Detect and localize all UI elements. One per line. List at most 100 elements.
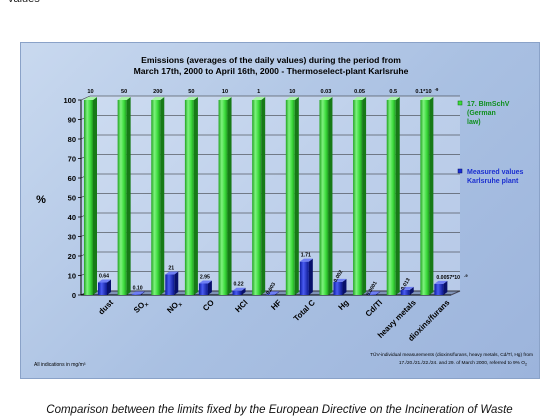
limit-bar: [252, 100, 262, 295]
legend-label-limit: 17. BImSchV: [467, 101, 510, 108]
measured-bar-top: [98, 279, 111, 283]
measured-value-label: 0.013: [400, 277, 412, 291]
limit-value-label: 1: [257, 89, 260, 95]
category-label: dust: [97, 298, 116, 317]
limit-bar-top: [117, 97, 131, 100]
limit-bar: [151, 100, 161, 295]
measured-value-label: 1.71: [301, 253, 311, 259]
category-label-text: HCl: [233, 298, 249, 314]
measured-bar-side: [443, 280, 448, 295]
emissions-chart: Emissions (averages of the daily values)…: [34, 55, 533, 368]
measured-bar-top: [400, 286, 414, 290]
figure-caption: Comparison between the limits fixed by t…: [46, 404, 513, 416]
limit-bar-top: [84, 97, 97, 100]
limit-bar-side: [193, 97, 198, 295]
category-label-subscript: x: [144, 301, 151, 308]
category-label-text: Total C: [292, 298, 317, 323]
footnote-right-line-2-text: 17./20./21./22./24. and 29. of March 200…: [399, 360, 525, 366]
limit-bar-side: [126, 97, 131, 295]
measured-bar-top: [333, 278, 347, 282]
limit-bar: [319, 100, 329, 295]
measured-bar-top: [367, 291, 381, 295]
measured-bar: [165, 274, 175, 295]
footnote-right-subscript: 2: [525, 363, 527, 367]
limit-bar: [285, 100, 295, 295]
y-tick-label: 10: [68, 272, 76, 281]
measured-bar-side: [409, 286, 414, 295]
limit-bar: [218, 100, 228, 295]
measured-bar-side: [207, 280, 212, 295]
legend-label-measured: Karlsruhe plant: [467, 178, 519, 185]
measured-value-label: 0.22: [233, 282, 243, 288]
category-label-text: Hg: [337, 298, 351, 312]
legend-label-measured: Measured values: [467, 169, 524, 176]
limit-bar-top: [252, 97, 266, 100]
limit-bar-top: [353, 97, 367, 100]
category-label: CO: [201, 298, 216, 313]
measured-value-label: 0.0057*10 -9: [436, 273, 468, 281]
limit-bar-top: [319, 97, 333, 100]
limit-value-label: 10: [289, 89, 295, 95]
legend-swatch-limit: [457, 100, 463, 106]
legend-swatch-measured: [457, 168, 463, 174]
measured-bar-side: [376, 291, 381, 295]
category-label-subscript: x: [177, 301, 184, 308]
measured-value-label: 2.95: [200, 274, 210, 280]
legend-label-limit: law): [467, 119, 481, 126]
chart-slide: Emissions (averages of the daily values)…: [20, 42, 540, 379]
limit-bar: [117, 100, 127, 295]
limit-value-label: 10: [222, 89, 228, 95]
limit-bar-side: [328, 97, 333, 295]
y-tick-label: 60: [68, 174, 76, 183]
measured-bar: [98, 282, 107, 295]
limit-bar-side: [395, 97, 400, 295]
limit-value-label-exponent: -9: [435, 87, 439, 92]
limit-bar-side: [93, 97, 97, 295]
measured-bar: [367, 294, 377, 295]
measured-bar: [131, 294, 141, 295]
limit-bar: [184, 100, 194, 295]
measured-bar-side: [342, 278, 347, 295]
limit-value-label: 10: [87, 89, 93, 95]
limit-bar-side: [227, 97, 232, 295]
footnote-right-line-2: 17./20./21./22./24. and 29. of March 200…: [399, 360, 527, 367]
measured-bar-side: [107, 279, 111, 295]
limit-bar-top: [420, 97, 434, 100]
measured-value-label: 0.64: [99, 274, 109, 280]
y-tick-label: 0: [72, 291, 76, 300]
category-label-text: HF: [269, 298, 283, 312]
limit-value-label: 0.5: [389, 89, 397, 95]
y-tick-label: 20: [68, 252, 76, 261]
chart-title-line-2: March 17th, 2000 to April 16th, 2000 - T…: [134, 66, 409, 76]
limit-bar: [386, 100, 396, 295]
category-label: HF: [269, 298, 283, 312]
measured-bar-top: [131, 291, 145, 295]
y-tick-label: 80: [68, 135, 76, 144]
limit-bar-side: [160, 97, 165, 295]
limit-value-label: 0.1*10 -9: [415, 87, 439, 95]
measured-bar: [232, 290, 242, 295]
y-axis-label: %: [36, 194, 46, 206]
measured-bar-top: [232, 287, 246, 291]
category-label: Hg: [337, 298, 351, 312]
measured-bar-side: [241, 287, 246, 295]
limit-value-label: 200: [153, 89, 162, 95]
limit-bar: [353, 100, 363, 295]
limit-bar-side: [261, 97, 266, 295]
measured-bar: [434, 283, 444, 295]
measured-bar-top: [165, 271, 179, 275]
limit-bar-side: [362, 97, 367, 295]
footnote-right-line-1: TÜV-individual measurements (dioxins/fur…: [370, 351, 533, 358]
limit-value-label: 0.05: [354, 89, 365, 95]
measured-bar-side: [275, 291, 280, 295]
measured-value-label: 0.002: [333, 269, 345, 283]
measured-bar: [333, 281, 343, 295]
gridline-side: [80, 95, 91, 101]
limit-value-label: 50: [188, 89, 194, 95]
measured-bar: [400, 289, 410, 295]
measured-value-label: 0.003: [265, 282, 277, 296]
limit-bar-top: [218, 97, 232, 100]
limit-value-label: 0.03: [321, 89, 332, 95]
category-label-text: CO: [201, 298, 216, 313]
measured-value-label: 0.10: [133, 286, 143, 292]
